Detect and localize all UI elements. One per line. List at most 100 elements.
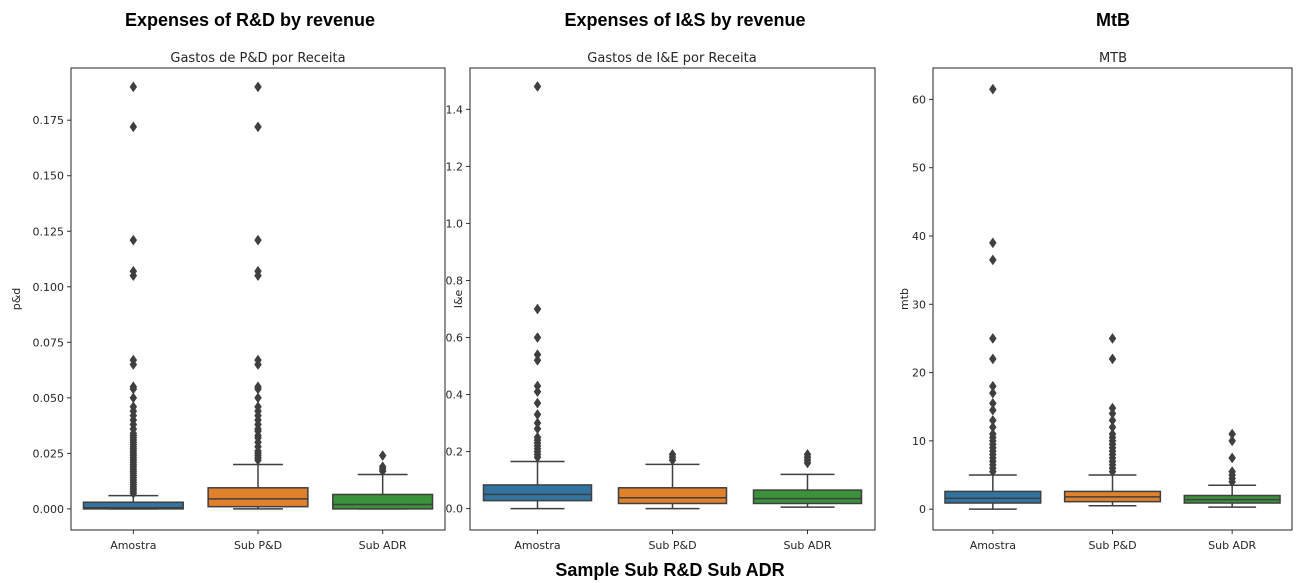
box-flier (533, 409, 542, 420)
box-flier (533, 349, 542, 361)
box-flier (533, 332, 542, 343)
box-flier (989, 353, 997, 365)
y-tick-label: 0.050 (33, 392, 65, 405)
y-tick-label: 1.0 (446, 217, 464, 230)
box-flier (378, 461, 387, 473)
box-flier (989, 333, 997, 344)
y-tick-label: 0.2 (446, 446, 464, 459)
plot-frame (469, 67, 876, 531)
x-tick-label: Sub ADR (359, 539, 407, 552)
box-flier (129, 381, 138, 393)
y-tick-label: 0.025 (33, 447, 65, 460)
box-flier (254, 381, 262, 393)
box-flier (1228, 452, 1236, 464)
box-flier (254, 392, 262, 404)
y-tick-label: 0.075 (33, 336, 65, 349)
figure-title-2: Expenses of I&S by revenue (564, 10, 806, 30)
box-flier (533, 431, 542, 443)
box-flier (1228, 466, 1236, 478)
y-tick-label: 0.150 (33, 170, 65, 183)
box-body (332, 493, 434, 510)
box-body (207, 487, 309, 508)
box-flier (254, 234, 262, 246)
y-tick-label: 0.125 (33, 225, 65, 238)
y-axis-label: I&e (452, 289, 465, 308)
box-flier (989, 404, 997, 416)
plot-frame (932, 67, 1293, 531)
figure-bottom-title: Sample Sub R&D Sub ADR (555, 560, 785, 580)
box-flier (1108, 402, 1117, 414)
x-tick-label: Amostra (514, 539, 560, 552)
box-flier (1108, 353, 1117, 365)
box-flier (1108, 333, 1117, 344)
subplot-title: Gastos de I&E por Receita (587, 51, 756, 66)
y-tick-label: 0.4 (446, 389, 464, 402)
box-flier (1228, 435, 1236, 447)
x-tick-label: Amostra (970, 539, 1016, 552)
box-flier (989, 83, 997, 95)
x-tick-label: Sub ADR (783, 539, 831, 552)
box-flier (533, 354, 542, 366)
y-tick-label: 20 (912, 367, 926, 380)
x-tick-label: Sub P&D (1088, 539, 1136, 552)
box-flier (533, 380, 542, 392)
x-tick-label: Sub P&D (648, 539, 696, 552)
box-flier (989, 387, 997, 399)
y-axis-label: mtb (898, 288, 911, 310)
y-tick-label: 30 (912, 298, 926, 311)
subplot-title: MTB (1099, 51, 1127, 66)
y-tick-label: 50 (912, 162, 926, 175)
box-flier (533, 386, 542, 398)
y-tick-label: 0.000 (33, 503, 65, 516)
box-flier (254, 121, 262, 133)
y-tick-label: 60 (912, 93, 926, 106)
box-body (482, 484, 593, 502)
box-flier (1108, 408, 1117, 419)
box-flier (989, 421, 997, 433)
box-body (82, 501, 184, 510)
y-tick-label: 0.100 (33, 281, 65, 294)
y-tick-label: 40 (912, 230, 926, 243)
box-flier (1228, 428, 1236, 440)
box-flier (254, 401, 262, 413)
box-flier (989, 380, 997, 392)
box-body (944, 490, 1042, 504)
box-flier (129, 354, 138, 366)
box-flier (533, 397, 542, 409)
box-flier (989, 237, 997, 249)
box-flier (129, 392, 138, 404)
box-flier (533, 303, 542, 315)
box-flier (129, 401, 138, 413)
x-tick-label: Sub P&D (234, 539, 282, 552)
figure-title-1: Expenses of R&D by revenue (124, 10, 376, 30)
box-flier (1108, 428, 1117, 440)
box-flier (378, 450, 387, 462)
plot-frame (70, 67, 446, 531)
box-flier (129, 234, 138, 246)
y-tick-label: 1.2 (446, 160, 464, 173)
y-tick-label: 10 (912, 435, 926, 448)
box-body (617, 487, 728, 505)
figure-title-3: MtB (1096, 10, 1130, 30)
y-axis-label: p&d (10, 288, 23, 311)
box-flier (1108, 421, 1117, 433)
box-flier (533, 81, 542, 92)
y-tick-label: 0.175 (33, 114, 65, 127)
box-flier (668, 448, 677, 460)
box-flier (129, 265, 138, 277)
box-flier (989, 428, 997, 440)
y-tick-label: 1.4 (446, 103, 464, 116)
box-flier (254, 265, 262, 277)
box-flier (1108, 414, 1117, 426)
box-flier (989, 397, 997, 409)
box-flier (803, 448, 812, 460)
box-flier (533, 423, 542, 435)
box-flier (254, 354, 262, 366)
box-body (752, 489, 863, 505)
x-tick-label: Sub ADR (1208, 539, 1256, 552)
box-flier (129, 121, 138, 133)
box-flier (989, 254, 997, 266)
box-flier (989, 414, 997, 426)
y-tick-label: 0.6 (446, 332, 464, 345)
